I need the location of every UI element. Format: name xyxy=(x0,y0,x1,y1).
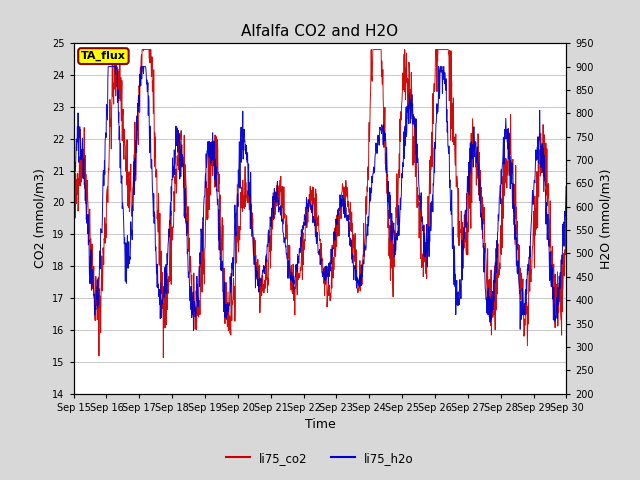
Y-axis label: H2O (mmol/m3): H2O (mmol/m3) xyxy=(600,168,612,269)
X-axis label: Time: Time xyxy=(305,418,335,431)
Title: Alfalfa CO2 and H2O: Alfalfa CO2 and H2O xyxy=(241,24,399,39)
Text: TA_flux: TA_flux xyxy=(81,51,126,61)
Legend: li75_co2, li75_h2o: li75_co2, li75_h2o xyxy=(221,447,419,469)
Y-axis label: CO2 (mmol/m3): CO2 (mmol/m3) xyxy=(33,168,47,268)
